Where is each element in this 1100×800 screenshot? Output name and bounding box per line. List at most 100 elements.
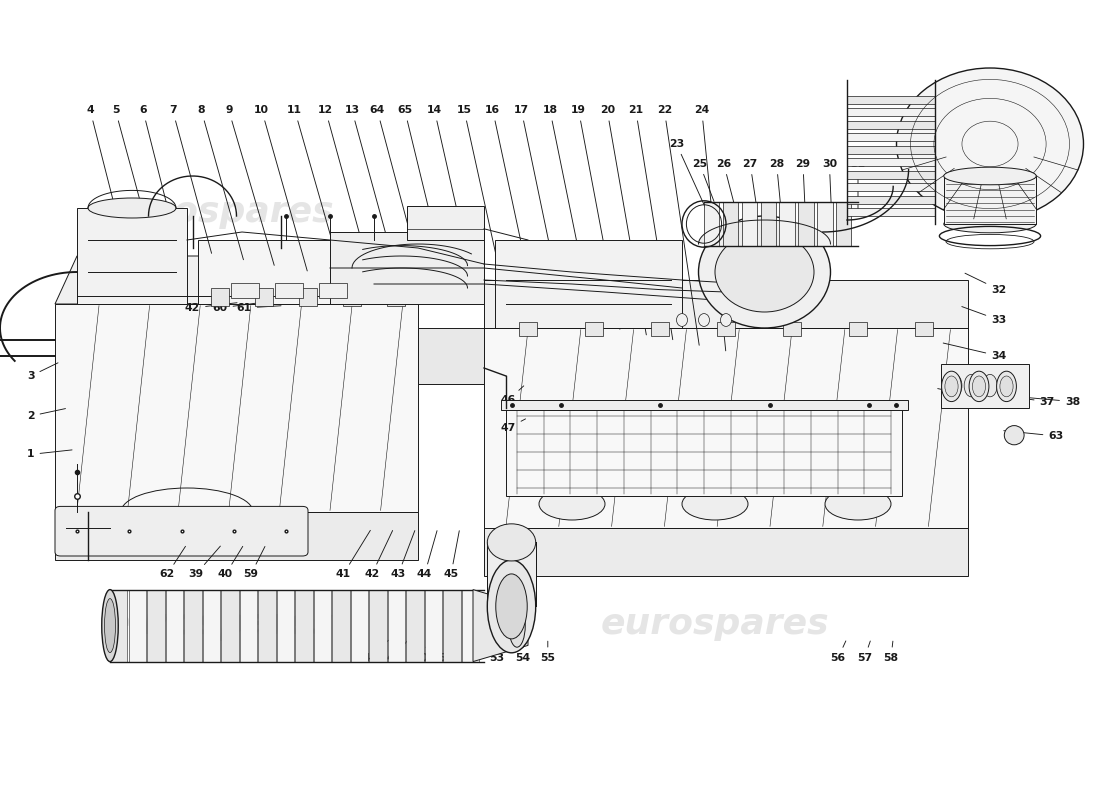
- Text: 10: 10: [254, 106, 307, 271]
- Text: 6: 6: [140, 106, 177, 247]
- Text: 21: 21: [628, 106, 673, 340]
- Text: 3: 3: [28, 363, 58, 381]
- Ellipse shape: [101, 590, 119, 662]
- Text: 30: 30: [822, 159, 837, 212]
- Polygon shape: [500, 400, 908, 410]
- Text: 60: 60: [212, 302, 258, 313]
- Bar: [319, 283, 346, 298]
- Polygon shape: [484, 328, 968, 528]
- Text: 24: 24: [694, 106, 726, 351]
- Text: 62: 62: [160, 546, 186, 579]
- Text: 16: 16: [485, 106, 536, 314]
- Bar: [847, 109, 935, 117]
- Bar: [240, 590, 257, 662]
- Text: 22: 22: [657, 106, 700, 346]
- Ellipse shape: [942, 371, 961, 402]
- Text: eurospares: eurospares: [601, 607, 829, 641]
- Ellipse shape: [715, 232, 814, 312]
- Bar: [847, 134, 935, 142]
- Bar: [847, 121, 935, 129]
- Polygon shape: [506, 408, 902, 496]
- Ellipse shape: [964, 374, 979, 397]
- Ellipse shape: [487, 524, 536, 561]
- Bar: [717, 322, 735, 336]
- Text: 39: 39: [188, 546, 220, 579]
- Text: 1: 1: [28, 450, 72, 459]
- Polygon shape: [198, 240, 418, 304]
- Text: 61: 61: [236, 303, 280, 313]
- Bar: [981, 372, 999, 400]
- Text: 7: 7: [169, 106, 211, 254]
- Ellipse shape: [508, 604, 526, 647]
- Text: 9: 9: [226, 106, 274, 266]
- Ellipse shape: [997, 371, 1016, 402]
- Ellipse shape: [969, 371, 989, 402]
- Bar: [184, 590, 201, 662]
- Text: 50: 50: [412, 641, 430, 662]
- Text: 42: 42: [185, 302, 236, 313]
- Ellipse shape: [896, 68, 1084, 220]
- Ellipse shape: [698, 314, 710, 326]
- Bar: [915, 322, 933, 336]
- Bar: [849, 322, 867, 336]
- Ellipse shape: [982, 374, 997, 397]
- Text: 58: 58: [883, 641, 899, 662]
- Bar: [406, 590, 424, 662]
- Text: eurospares: eurospares: [106, 195, 334, 229]
- Polygon shape: [473, 590, 528, 662]
- Bar: [462, 590, 480, 662]
- Bar: [651, 322, 669, 336]
- Bar: [519, 322, 537, 336]
- Bar: [847, 195, 935, 203]
- Bar: [258, 590, 276, 662]
- Text: 29: 29: [795, 159, 811, 210]
- Polygon shape: [698, 220, 830, 244]
- Text: 19: 19: [571, 106, 620, 330]
- Text: 37: 37: [988, 394, 1055, 406]
- Bar: [275, 283, 302, 298]
- Text: 11: 11: [287, 106, 342, 278]
- Text: 44: 44: [417, 530, 437, 579]
- Text: 31: 31: [850, 159, 866, 215]
- Bar: [221, 590, 239, 662]
- Text: 43: 43: [390, 530, 415, 579]
- Bar: [343, 288, 361, 306]
- Bar: [799, 202, 814, 246]
- Text: 25: 25: [692, 159, 714, 202]
- Text: 46: 46: [500, 386, 524, 405]
- Bar: [110, 590, 128, 662]
- Text: 2: 2: [28, 409, 66, 421]
- Ellipse shape: [1001, 374, 1014, 397]
- Ellipse shape: [945, 376, 958, 397]
- Polygon shape: [55, 304, 418, 512]
- Bar: [817, 202, 833, 246]
- Text: 5: 5: [112, 106, 151, 242]
- Ellipse shape: [944, 167, 1036, 185]
- Ellipse shape: [720, 314, 732, 326]
- Polygon shape: [944, 176, 1036, 224]
- Bar: [202, 590, 220, 662]
- Polygon shape: [484, 280, 968, 328]
- Ellipse shape: [698, 216, 830, 328]
- Text: 8: 8: [198, 106, 243, 260]
- Polygon shape: [77, 208, 187, 304]
- Text: 17: 17: [514, 106, 564, 319]
- Bar: [166, 590, 183, 662]
- Text: 45: 45: [443, 530, 460, 579]
- Text: 57: 57: [857, 641, 872, 662]
- FancyBboxPatch shape: [55, 506, 308, 556]
- Text: 20: 20: [600, 106, 647, 335]
- Bar: [760, 202, 775, 246]
- Ellipse shape: [682, 488, 748, 520]
- Bar: [370, 590, 387, 662]
- Bar: [847, 170, 935, 178]
- Ellipse shape: [88, 198, 176, 218]
- Bar: [351, 590, 369, 662]
- Bar: [443, 590, 461, 662]
- Text: 65: 65: [397, 106, 450, 298]
- Ellipse shape: [1004, 426, 1024, 445]
- Text: 54: 54: [515, 641, 530, 662]
- Bar: [387, 288, 405, 306]
- Ellipse shape: [947, 374, 961, 397]
- Text: 27: 27: [742, 159, 758, 206]
